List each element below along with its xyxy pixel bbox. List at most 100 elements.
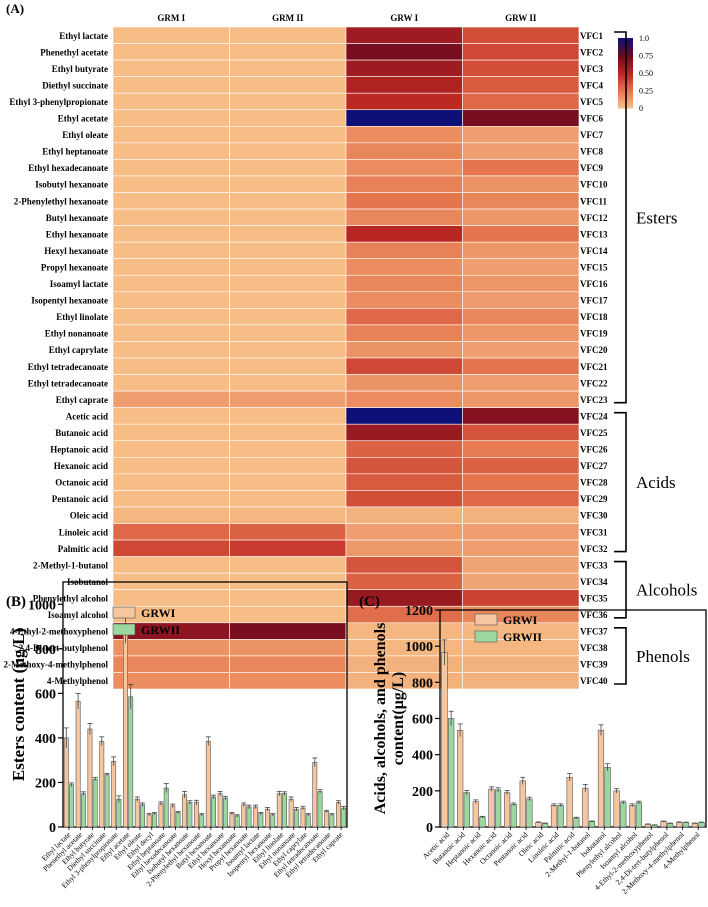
heatmap-cell — [229, 390, 347, 408]
heatmap-row-label: 2-Phenylethyl hexanoate — [14, 196, 108, 206]
heatmap-cell — [112, 456, 230, 475]
heatmap-cell — [112, 192, 230, 210]
heatmap-cell — [345, 407, 463, 425]
heatmap-row-code: VFC19 — [580, 329, 608, 339]
heatmap-row-label: Isopentyl hexanoate — [31, 296, 108, 306]
heatmap-row-code: VFC33 — [580, 560, 608, 570]
heatmap-cell — [462, 572, 580, 591]
heatmap-row-code: VFC22 — [580, 378, 608, 388]
bar-GRWII — [104, 774, 110, 828]
bar-GRWII — [163, 787, 169, 828]
y-tick-label: 1000 — [405, 640, 433, 655]
heatmap-cell — [112, 43, 230, 61]
heatmap-cell — [229, 324, 347, 342]
heatmap-row-code: VFC12 — [580, 213, 608, 223]
heatmap-cell — [462, 589, 580, 607]
heatmap-cell — [112, 126, 230, 144]
heatmap-column-label: GRW I — [390, 13, 418, 23]
heatmap-cell — [229, 589, 347, 607]
bar-GRWI — [170, 805, 176, 828]
heatmap-cell — [345, 456, 463, 475]
bar-GRWII — [234, 815, 240, 828]
bar-GRWI — [488, 788, 495, 828]
heatmap-cell — [462, 539, 580, 557]
bar-GRWII — [448, 718, 455, 828]
colorbar-tick-label: 0 — [639, 104, 643, 113]
bar-GRWII — [620, 802, 627, 828]
heatmap-cell — [345, 126, 463, 144]
heatmap-cell — [112, 423, 230, 442]
heatmap-cell — [229, 274, 347, 293]
heatmap-row-label: Ethyl hexadecanoate — [28, 163, 108, 173]
heatmap-cell — [345, 390, 463, 408]
heatmap-row-label: Isoamyl lactate — [50, 279, 108, 289]
bar-GRWII — [80, 793, 86, 828]
heatmap-cell — [462, 142, 580, 160]
heatmap-cell — [112, 258, 230, 276]
heatmap-row-label: Isobutyl hexanoate — [35, 180, 108, 190]
group-label: Phenols — [636, 647, 690, 666]
heatmap-row-code: VFC16 — [580, 279, 608, 289]
heatmap-cell — [462, 26, 580, 44]
heatmap-row-code: VFC18 — [580, 312, 608, 322]
legend-label: GRWII — [503, 630, 542, 644]
bar-GRWI — [472, 801, 479, 828]
heatmap-cell — [229, 556, 347, 574]
heatmap-cell — [345, 357, 463, 375]
heatmap-cell — [112, 274, 230, 293]
heatmap-cell — [229, 655, 347, 673]
bar-GRWI — [550, 804, 558, 828]
heatmap-cell — [112, 390, 230, 408]
heatmap-cell — [112, 109, 230, 127]
heatmap-cell — [112, 490, 230, 508]
heatmap-cell — [112, 357, 230, 375]
heatmap-row-code: VFC24 — [580, 411, 608, 421]
heatmap-cell — [229, 523, 347, 541]
heatmap-cell — [345, 473, 463, 491]
heatmap-cell — [462, 324, 580, 342]
bar-GRWII — [573, 817, 580, 828]
bar-GRWI — [75, 700, 81, 828]
heatmap-cell — [462, 43, 580, 61]
panel-label: (C) — [359, 594, 380, 610]
bar-GRWI — [582, 787, 589, 828]
heatmap-cell — [112, 308, 230, 326]
legend-swatch — [112, 606, 136, 619]
heatmap-cell — [229, 308, 347, 326]
heatmap-row-code: VFC15 — [580, 262, 608, 272]
heatmap-cell — [462, 109, 580, 127]
heatmap-cell — [345, 556, 463, 574]
heatmap-cell — [462, 192, 580, 210]
heatmap-row-code: VFC30 — [580, 511, 608, 521]
heatmap-row-code: VFC34 — [580, 577, 608, 587]
legend-swatch — [474, 630, 498, 643]
y-tick-label: 400 — [412, 749, 433, 764]
bar-GRWII — [588, 821, 596, 828]
heatmap-cell — [462, 308, 580, 326]
heatmap-row-code: VFC8 — [580, 147, 603, 157]
y-tick-label: 0 — [49, 821, 56, 836]
heatmap-row-code: VFC32 — [580, 544, 608, 554]
y-axis-label-line: Acids, alcohols, and phenols — [372, 623, 389, 815]
y-tick-label: 600 — [412, 713, 433, 728]
heatmap-row-code: VFC4 — [580, 80, 603, 90]
heatmap-cell — [112, 225, 230, 243]
bar-GRWII — [463, 792, 470, 828]
panel-label: (B) — [6, 594, 26, 610]
bar-GRWII — [479, 816, 486, 828]
heatmap-cell — [112, 142, 230, 160]
heatmap-cell — [112, 241, 230, 259]
heatmap-cell — [462, 175, 580, 193]
heatmap-row-code: VFC36 — [580, 610, 608, 620]
bar-GRWI — [566, 776, 573, 828]
plot-frame — [62, 581, 348, 828]
heatmap-cell — [112, 589, 230, 607]
heatmap-cell — [229, 407, 347, 425]
heatmap-cell — [229, 490, 347, 508]
bar-GRWII — [270, 814, 276, 828]
heatmap-row-label: Heptanoic acid — [50, 445, 108, 455]
y-tick-label: 800 — [412, 676, 433, 691]
heatmap-cell — [462, 672, 580, 690]
heatmap-row-label: Phenethyl acetate — [40, 47, 108, 57]
